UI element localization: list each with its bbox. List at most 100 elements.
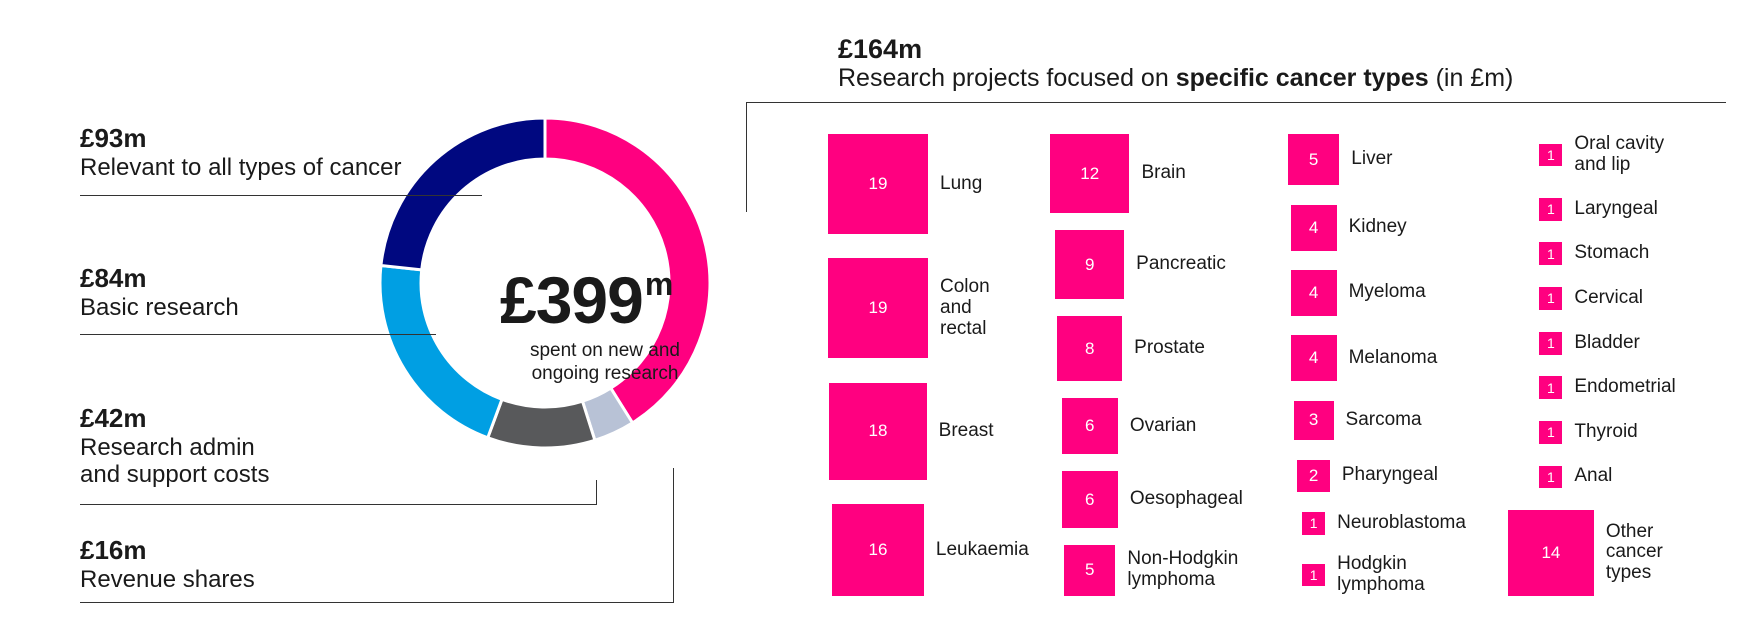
tile-value: 5 — [1308, 149, 1319, 169]
tile-label: Non-Hodgkin lymphoma — [1127, 548, 1239, 591]
tile-value: 1 — [1547, 424, 1555, 441]
tile-hodgkin-lymphoma: 1 — [1302, 563, 1326, 587]
tile-kidney: 4 — [1290, 204, 1337, 251]
tile-myeloma: 4 — [1290, 270, 1337, 316]
tile-label: Prostate — [1134, 337, 1205, 359]
label-revenue-shares: £16m Revenue shares — [80, 535, 255, 593]
tile-non-hodgkin-lymphoma: 5 — [1064, 544, 1116, 596]
leader-line-all-cancer — [80, 195, 482, 196]
tile-other-cancer-types: 14 — [1508, 510, 1594, 596]
tile-label: Thyroid — [1574, 420, 1638, 442]
title-pre: Research projects focused on — [838, 64, 1169, 92]
tile-thyroid: 1 — [1539, 420, 1563, 444]
tile-label: Sarcoma — [1345, 408, 1422, 430]
tile-label: Anal — [1574, 465, 1613, 487]
tile-value: 18 — [868, 421, 888, 441]
tile-value: 4 — [1308, 217, 1319, 237]
leader-line-research-admin-vertical — [596, 480, 597, 505]
tile-value: 19 — [868, 298, 888, 318]
tile-cervical: 1 — [1539, 286, 1563, 310]
cancer-types-rule — [746, 102, 1726, 103]
tile-pharyngeal: 2 — [1297, 459, 1330, 493]
label-amount: £93m — [80, 123, 147, 153]
tile-liver: 5 — [1288, 134, 1340, 186]
leader-line-revenue-shares-vertical — [673, 468, 674, 603]
tile-label: Pancreatic — [1136, 253, 1226, 275]
tile-label: Oesophageal — [1129, 488, 1243, 510]
center-subtitle: spent on new and ongoing research — [500, 340, 710, 386]
tile-label: Endometrial — [1574, 376, 1676, 398]
tile-value: 1 — [1547, 379, 1555, 396]
tile-lung: 19 — [828, 134, 928, 234]
tile-oral cavity-and lip: 1 — [1539, 143, 1563, 167]
tile-anal: 1 — [1539, 465, 1563, 489]
center-subtitle-line-2: ongoing research — [531, 362, 679, 384]
tile-label: Liver — [1351, 148, 1393, 170]
donut-chart — [380, 118, 710, 448]
tile-label: Oral cavity and lip — [1574, 133, 1665, 175]
donut-segment-0 — [543, 118, 710, 425]
tile-label: Other cancer types — [1605, 520, 1663, 584]
tile-label: Lung — [940, 172, 983, 194]
leader-line-research-admin — [80, 504, 597, 505]
donut-segment-3 — [380, 263, 504, 440]
tile-oesophageal: 6 — [1061, 471, 1118, 528]
tile-value: 8 — [1084, 338, 1095, 358]
tile-laryngeal: 1 — [1539, 197, 1563, 221]
tile-brain: 12 — [1050, 134, 1130, 214]
title-post: (in £m) — [1435, 64, 1514, 92]
cancer-types-connector — [746, 102, 747, 212]
tile-value: 1 — [1547, 335, 1555, 352]
tile-value: 14 — [1541, 543, 1561, 563]
tile-label: Leukaemia — [935, 538, 1029, 560]
label-research-admin: £42m Research admin and support costs — [80, 403, 269, 489]
tile-breast: 18 — [829, 382, 927, 480]
tile-value: 12 — [1080, 163, 1100, 183]
tile-label: Breast — [938, 419, 994, 441]
label-amount: £84m — [80, 263, 147, 293]
cancer-types-amount: £164m — [838, 34, 923, 64]
tile-value: 1 — [1309, 566, 1318, 583]
label-basic-research: £84m Basic research — [80, 263, 239, 321]
center-subtitle-line-1: spent on new and — [529, 340, 680, 361]
leader-line-revenue-shares — [80, 602, 674, 603]
tile-value: 2 — [1308, 465, 1319, 485]
tile-value: 6 — [1084, 489, 1095, 509]
tile-neuroblastoma: 1 — [1302, 511, 1326, 535]
tile-prostate: 8 — [1057, 316, 1123, 382]
tile-value: 6 — [1084, 416, 1095, 436]
tile-pancreatic: 9 — [1055, 230, 1125, 300]
tile-label: Brain — [1141, 162, 1186, 184]
tile-value: 1 — [1547, 146, 1555, 163]
donut-segment-4 — [380, 118, 547, 272]
label-text-line-1: Research admin — [80, 433, 255, 461]
tile-melanoma: 4 — [1290, 335, 1337, 382]
tile-value: 1 — [1547, 290, 1555, 307]
tile-label: Stomach — [1574, 242, 1650, 264]
label-text: Revenue shares — [80, 565, 255, 593]
cancer-types-title: Research projects focused on specific ca… — [838, 64, 1513, 93]
tile-bladder: 1 — [1539, 331, 1563, 355]
tile-label: Laryngeal — [1574, 197, 1658, 219]
tile-endometrial: 1 — [1539, 376, 1563, 400]
leader-line-basic-research — [80, 334, 436, 335]
tile-label: Neuroblastoma — [1337, 511, 1466, 533]
tile-label: Hodgkin lymphoma — [1337, 553, 1425, 595]
tile-sarcoma: 3 — [1293, 400, 1334, 441]
label-amount: £42m — [80, 403, 147, 433]
center-total: £399m — [500, 263, 673, 337]
tile-label: Melanoma — [1348, 346, 1438, 368]
tile-label: Pharyngeal — [1341, 464, 1438, 486]
tile-label: Bladder — [1574, 331, 1640, 353]
tile-colon-and-rectal: 19 — [828, 258, 928, 359]
tile-label: Ovarian — [1129, 414, 1197, 436]
tile-label: Kidney — [1348, 216, 1407, 238]
tile-value: 1 — [1309, 515, 1318, 532]
tile-value: 5 — [1084, 560, 1095, 580]
label-text: Relevant to all types of cancer — [80, 153, 402, 181]
tile-value: 1 — [1547, 245, 1555, 262]
donut-segment-2 — [485, 397, 597, 448]
tile-value: 16 — [868, 540, 888, 560]
label-text: Basic research — [80, 293, 239, 321]
